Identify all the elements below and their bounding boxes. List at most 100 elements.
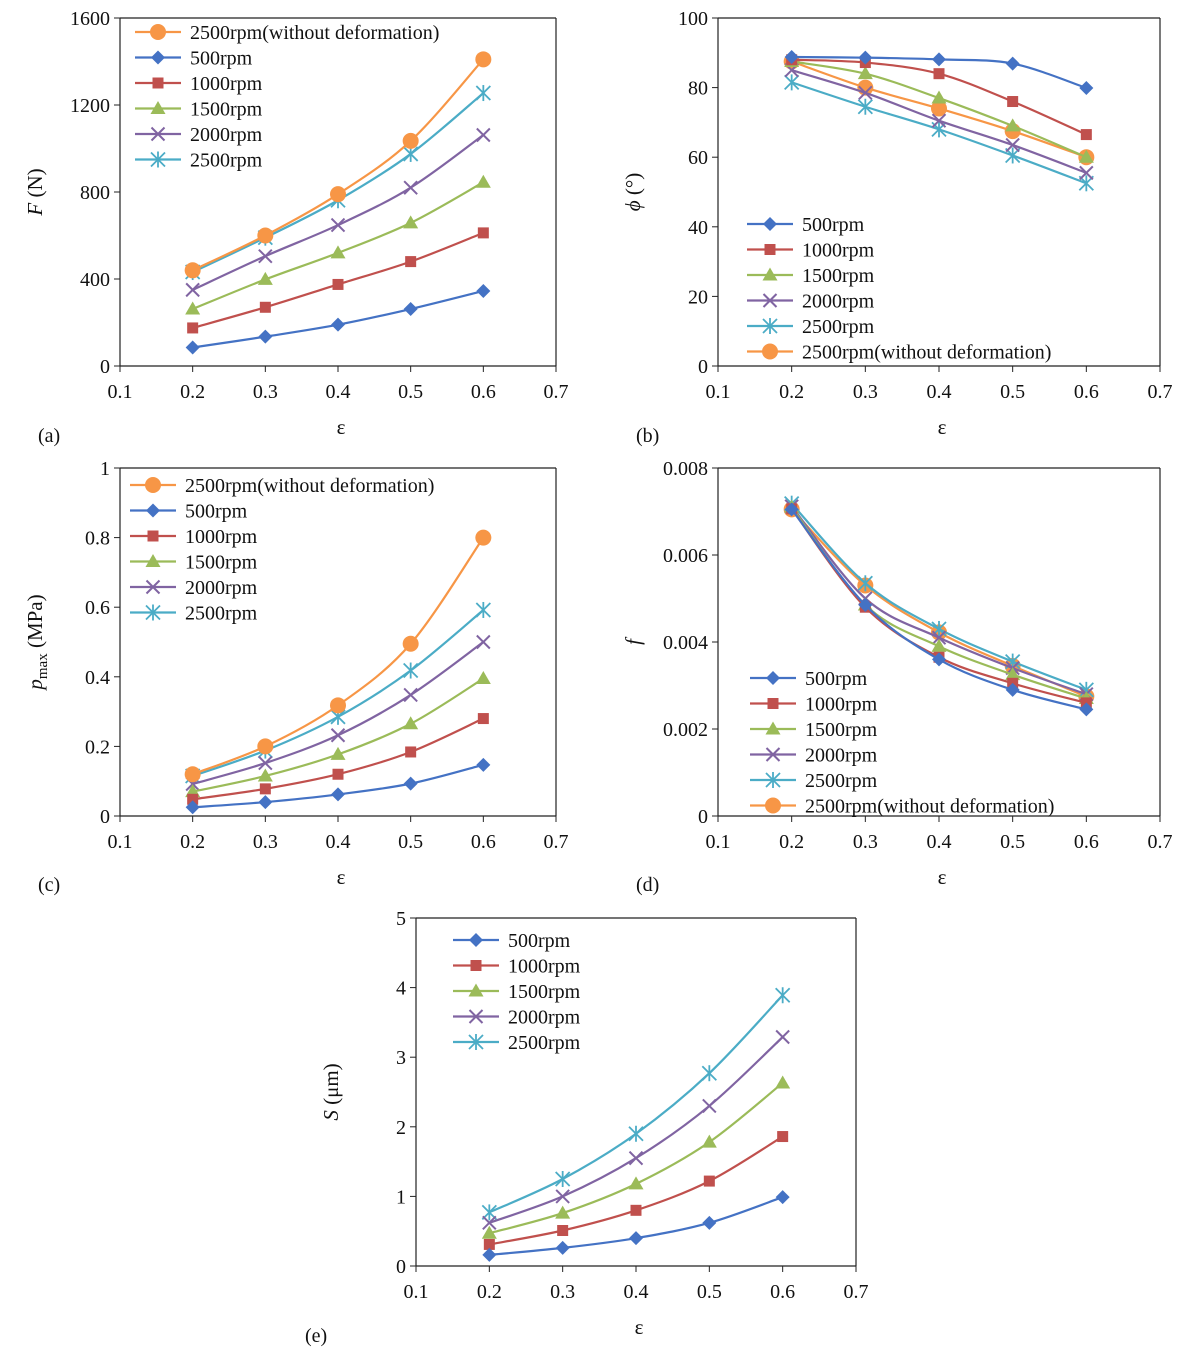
x-tick-label: 0.5	[1000, 831, 1025, 853]
legend-marker	[765, 772, 781, 788]
data-point	[330, 697, 346, 714]
legend-item: 2000rpm	[135, 124, 263, 146]
data-point	[629, 1231, 643, 1246]
legend-marker	[150, 24, 166, 40]
data-point	[701, 1134, 717, 1148]
legend-marker	[145, 477, 161, 493]
data-point	[932, 652, 946, 667]
series-500rpm	[185, 757, 491, 815]
data-point	[330, 728, 346, 743]
legend-item: 2500rpm(without deformation)	[750, 796, 1054, 818]
marker-stroke	[628, 1150, 644, 1166]
data-point	[330, 245, 346, 259]
y-axis-label-symbol: ϕ	[621, 200, 645, 211]
data-point	[857, 98, 873, 115]
data-point	[555, 1189, 570, 1204]
series-2500rpm	[784, 495, 1094, 698]
y-tick-label: 20	[688, 286, 708, 308]
y-tick-label: 800	[80, 182, 110, 204]
data-point	[630, 1204, 642, 1216]
legend-item: 2500rpm(without deformation)	[130, 475, 434, 497]
data-point	[330, 746, 346, 760]
data-point	[784, 502, 799, 517]
y-axis-label-unit: (N)	[23, 168, 47, 202]
legend-marker	[145, 554, 161, 567]
marker-stroke	[145, 579, 161, 595]
y-axis-label: pmax (MPa)	[23, 594, 51, 691]
x-tick-label: 0.1	[404, 1281, 429, 1303]
legend-marker	[152, 77, 164, 89]
data-point	[330, 186, 346, 203]
panel-label: (d)	[636, 874, 659, 896]
marker-stroke	[150, 126, 166, 142]
data-point	[475, 671, 491, 685]
legend-marker	[468, 1009, 484, 1024]
marker-stroke	[702, 1098, 717, 1114]
series-line	[489, 1135, 784, 1246]
data-point	[475, 51, 492, 68]
marker-stroke	[330, 217, 346, 233]
data-point	[405, 256, 417, 268]
data-point	[784, 49, 799, 64]
legend-label: 1000rpm	[802, 240, 875, 262]
legend-label: 2500rpm(without deformation)	[802, 342, 1051, 364]
x-tick-label: 0.3	[253, 381, 278, 403]
series-1500rpm	[185, 174, 491, 315]
legend-label: 500rpm	[805, 668, 868, 690]
marker-stroke	[762, 293, 778, 308]
x-tick-label: 0.1	[706, 381, 731, 403]
y-tick-label: 2	[396, 1117, 406, 1139]
marker-stroke	[765, 747, 781, 762]
legend-marker	[765, 747, 781, 762]
legend-item: 2500rpm(without deformation)	[135, 22, 439, 44]
data-point	[476, 634, 491, 650]
legend-label: 500rpm	[802, 214, 865, 236]
y-tick-label: 4	[396, 978, 406, 1000]
y-axis-label: f	[621, 636, 645, 645]
legend-label: 2000rpm	[805, 745, 878, 767]
legend-item: 2500rpm	[747, 316, 875, 338]
x-tick-label: 0.2	[779, 381, 804, 403]
y-tick-label: 100	[678, 8, 708, 30]
x-tick-label: 0.3	[550, 1281, 575, 1303]
legend-item: 500rpm	[747, 214, 865, 236]
data-point	[857, 66, 873, 80]
legend-item: 1000rpm	[750, 694, 878, 716]
x-tick-label: 0.6	[1074, 381, 1099, 403]
y-tick-label: 0.4	[85, 667, 110, 689]
legend-marker	[468, 983, 484, 997]
legend-marker	[767, 698, 779, 709]
data-point	[933, 68, 945, 80]
data-point	[403, 687, 418, 703]
chart-panel-d: 0.1 0.2 0.3 0.4 0.5 0.6 0.7 0 0.002 0.004 0.006 0.0…	[621, 458, 1173, 896]
x-tick-label: 0.1	[108, 831, 133, 853]
y-tick-label: 400	[80, 269, 110, 291]
y-tick-label: 0	[698, 806, 708, 828]
x-axis-label: ε	[938, 865, 947, 889]
legend-marker	[469, 933, 483, 947]
data-point	[185, 800, 200, 815]
x-tick-label: 0.1	[108, 381, 133, 403]
legend-marker	[762, 267, 778, 281]
legend-item: 500rpm	[130, 501, 248, 523]
data-point	[628, 1125, 644, 1142]
marker-stroke	[555, 1189, 570, 1204]
data-point	[858, 50, 873, 65]
y-tick-label: 1600	[70, 8, 110, 30]
data-point	[403, 180, 418, 195]
marker-stroke	[258, 248, 273, 264]
legend-marker	[764, 244, 776, 255]
y-tick-label: 5	[396, 908, 406, 930]
data-point	[931, 113, 947, 128]
marker-stroke	[858, 85, 873, 101]
data-point	[931, 100, 947, 117]
legend: 2500rpm(without deformation) 500rpm 1000rp…	[135, 22, 439, 172]
legend-marker	[147, 530, 159, 542]
legend-label: 1500rpm	[185, 552, 258, 574]
data-point	[931, 630, 947, 645]
y-axis-label-unit: (°)	[621, 173, 645, 201]
legend-item: 500rpm	[453, 930, 571, 952]
series-1000rpm	[187, 227, 489, 334]
data-point	[1079, 702, 1094, 717]
x-tick-label: 0.5	[398, 381, 423, 403]
